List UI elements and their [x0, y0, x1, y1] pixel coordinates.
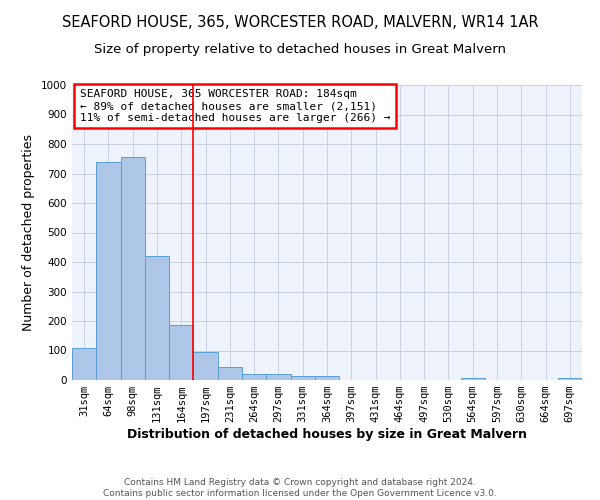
Bar: [290, 376, 315, 380]
Text: Size of property relative to detached houses in Great Malvern: Size of property relative to detached ho…: [94, 42, 506, 56]
X-axis label: Distribution of detached houses by size in Great Malvern: Distribution of detached houses by size …: [127, 428, 527, 441]
Text: Contains HM Land Registry data © Crown copyright and database right 2024.
Contai: Contains HM Land Registry data © Crown c…: [103, 478, 497, 498]
Bar: [558, 378, 582, 380]
Bar: [193, 352, 218, 380]
Bar: [169, 326, 193, 380]
Bar: [72, 348, 96, 380]
Bar: [461, 378, 485, 380]
Bar: [218, 366, 242, 380]
Bar: [121, 158, 145, 380]
Bar: [145, 256, 169, 380]
Bar: [315, 376, 339, 380]
Text: SEAFORD HOUSE, 365, WORCESTER ROAD, MALVERN, WR14 1AR: SEAFORD HOUSE, 365, WORCESTER ROAD, MALV…: [62, 15, 538, 30]
Bar: [266, 374, 290, 380]
Bar: [96, 162, 121, 380]
Text: SEAFORD HOUSE, 365 WORCESTER ROAD: 184sqm
← 89% of detached houses are smaller (: SEAFORD HOUSE, 365 WORCESTER ROAD: 184sq…: [80, 90, 390, 122]
Bar: [242, 374, 266, 380]
Y-axis label: Number of detached properties: Number of detached properties: [22, 134, 35, 331]
